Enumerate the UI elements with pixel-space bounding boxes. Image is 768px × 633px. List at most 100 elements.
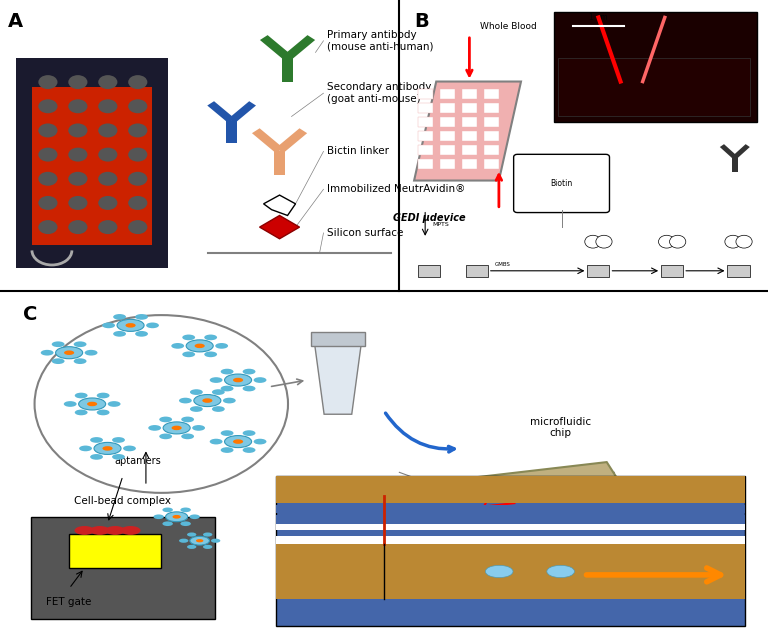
FancyBboxPatch shape <box>514 154 610 213</box>
Circle shape <box>90 526 110 535</box>
Bar <box>462 159 477 169</box>
Circle shape <box>190 515 200 519</box>
Circle shape <box>128 147 147 161</box>
Circle shape <box>163 422 190 434</box>
FancyArrow shape <box>276 128 307 153</box>
Circle shape <box>658 235 675 248</box>
Circle shape <box>190 389 203 395</box>
Circle shape <box>51 358 65 364</box>
Circle shape <box>125 323 136 328</box>
Circle shape <box>64 351 74 355</box>
FancyArrow shape <box>207 101 235 123</box>
Circle shape <box>159 434 172 439</box>
Bar <box>484 131 499 141</box>
Bar <box>276 536 745 544</box>
Circle shape <box>243 447 256 453</box>
Circle shape <box>90 454 103 460</box>
Text: A: A <box>8 11 23 30</box>
Circle shape <box>253 377 266 383</box>
FancyArrow shape <box>227 121 237 142</box>
Circle shape <box>182 335 195 341</box>
Circle shape <box>128 196 147 210</box>
Circle shape <box>159 417 172 422</box>
Circle shape <box>38 172 58 185</box>
Circle shape <box>194 344 205 348</box>
Circle shape <box>123 446 136 451</box>
Circle shape <box>596 235 612 248</box>
FancyArrow shape <box>282 58 293 82</box>
Bar <box>727 265 750 277</box>
Circle shape <box>162 522 173 526</box>
FancyArrow shape <box>228 101 256 123</box>
Polygon shape <box>263 195 296 215</box>
Text: S: S <box>426 482 434 492</box>
Circle shape <box>187 545 197 549</box>
Circle shape <box>725 235 741 248</box>
Bar <box>484 103 499 113</box>
Circle shape <box>113 331 126 337</box>
FancyArrow shape <box>720 144 737 159</box>
Bar <box>418 265 440 277</box>
Circle shape <box>38 147 58 161</box>
Bar <box>484 145 499 155</box>
Circle shape <box>117 319 144 332</box>
Bar <box>440 131 455 141</box>
Text: Silicon surface: Silicon surface <box>327 228 404 238</box>
Text: 1 cm: 1 cm <box>589 13 607 22</box>
Circle shape <box>162 508 173 512</box>
Circle shape <box>41 350 54 356</box>
Circle shape <box>220 369 233 375</box>
Bar <box>440 145 455 155</box>
Circle shape <box>233 439 243 444</box>
Circle shape <box>220 447 233 453</box>
Circle shape <box>212 389 225 395</box>
Circle shape <box>179 398 192 403</box>
Bar <box>440 159 455 169</box>
Bar <box>418 117 432 127</box>
Circle shape <box>68 75 88 89</box>
Circle shape <box>253 439 266 444</box>
FancyBboxPatch shape <box>554 11 757 122</box>
Bar <box>440 117 455 127</box>
Circle shape <box>211 539 220 542</box>
Circle shape <box>128 172 147 185</box>
Bar <box>418 145 432 155</box>
Text: Secondary antibody
(goat anti-mouse): Secondary antibody (goat anti-mouse) <box>327 82 432 104</box>
Bar <box>276 522 745 530</box>
Circle shape <box>736 235 752 248</box>
FancyArrow shape <box>260 35 291 60</box>
FancyArrow shape <box>733 144 750 159</box>
Bar <box>462 131 477 141</box>
Bar <box>661 265 684 277</box>
Circle shape <box>210 439 223 444</box>
Circle shape <box>98 172 118 185</box>
Bar <box>418 103 432 113</box>
Circle shape <box>68 123 88 137</box>
Circle shape <box>128 75 147 89</box>
Bar <box>462 117 477 127</box>
Circle shape <box>74 392 88 398</box>
Bar <box>276 505 745 513</box>
Bar <box>462 145 477 155</box>
Text: Bictin linker: Bictin linker <box>327 146 389 156</box>
Circle shape <box>98 220 118 234</box>
FancyBboxPatch shape <box>16 58 167 268</box>
Circle shape <box>68 172 88 185</box>
Circle shape <box>74 526 94 535</box>
Bar <box>484 117 499 127</box>
Bar <box>418 89 432 99</box>
Circle shape <box>98 99 118 113</box>
Text: Primary antibody
(mouse anti-human): Primary antibody (mouse anti-human) <box>327 30 434 51</box>
Circle shape <box>220 430 233 436</box>
Circle shape <box>181 434 194 439</box>
Circle shape <box>173 515 180 518</box>
Circle shape <box>190 406 203 412</box>
Bar <box>558 58 750 116</box>
Circle shape <box>148 425 161 431</box>
Circle shape <box>196 539 204 542</box>
Circle shape <box>102 446 113 451</box>
Circle shape <box>68 196 88 210</box>
Text: aptamers: aptamers <box>115 456 161 465</box>
Circle shape <box>146 322 159 329</box>
Circle shape <box>243 385 256 391</box>
